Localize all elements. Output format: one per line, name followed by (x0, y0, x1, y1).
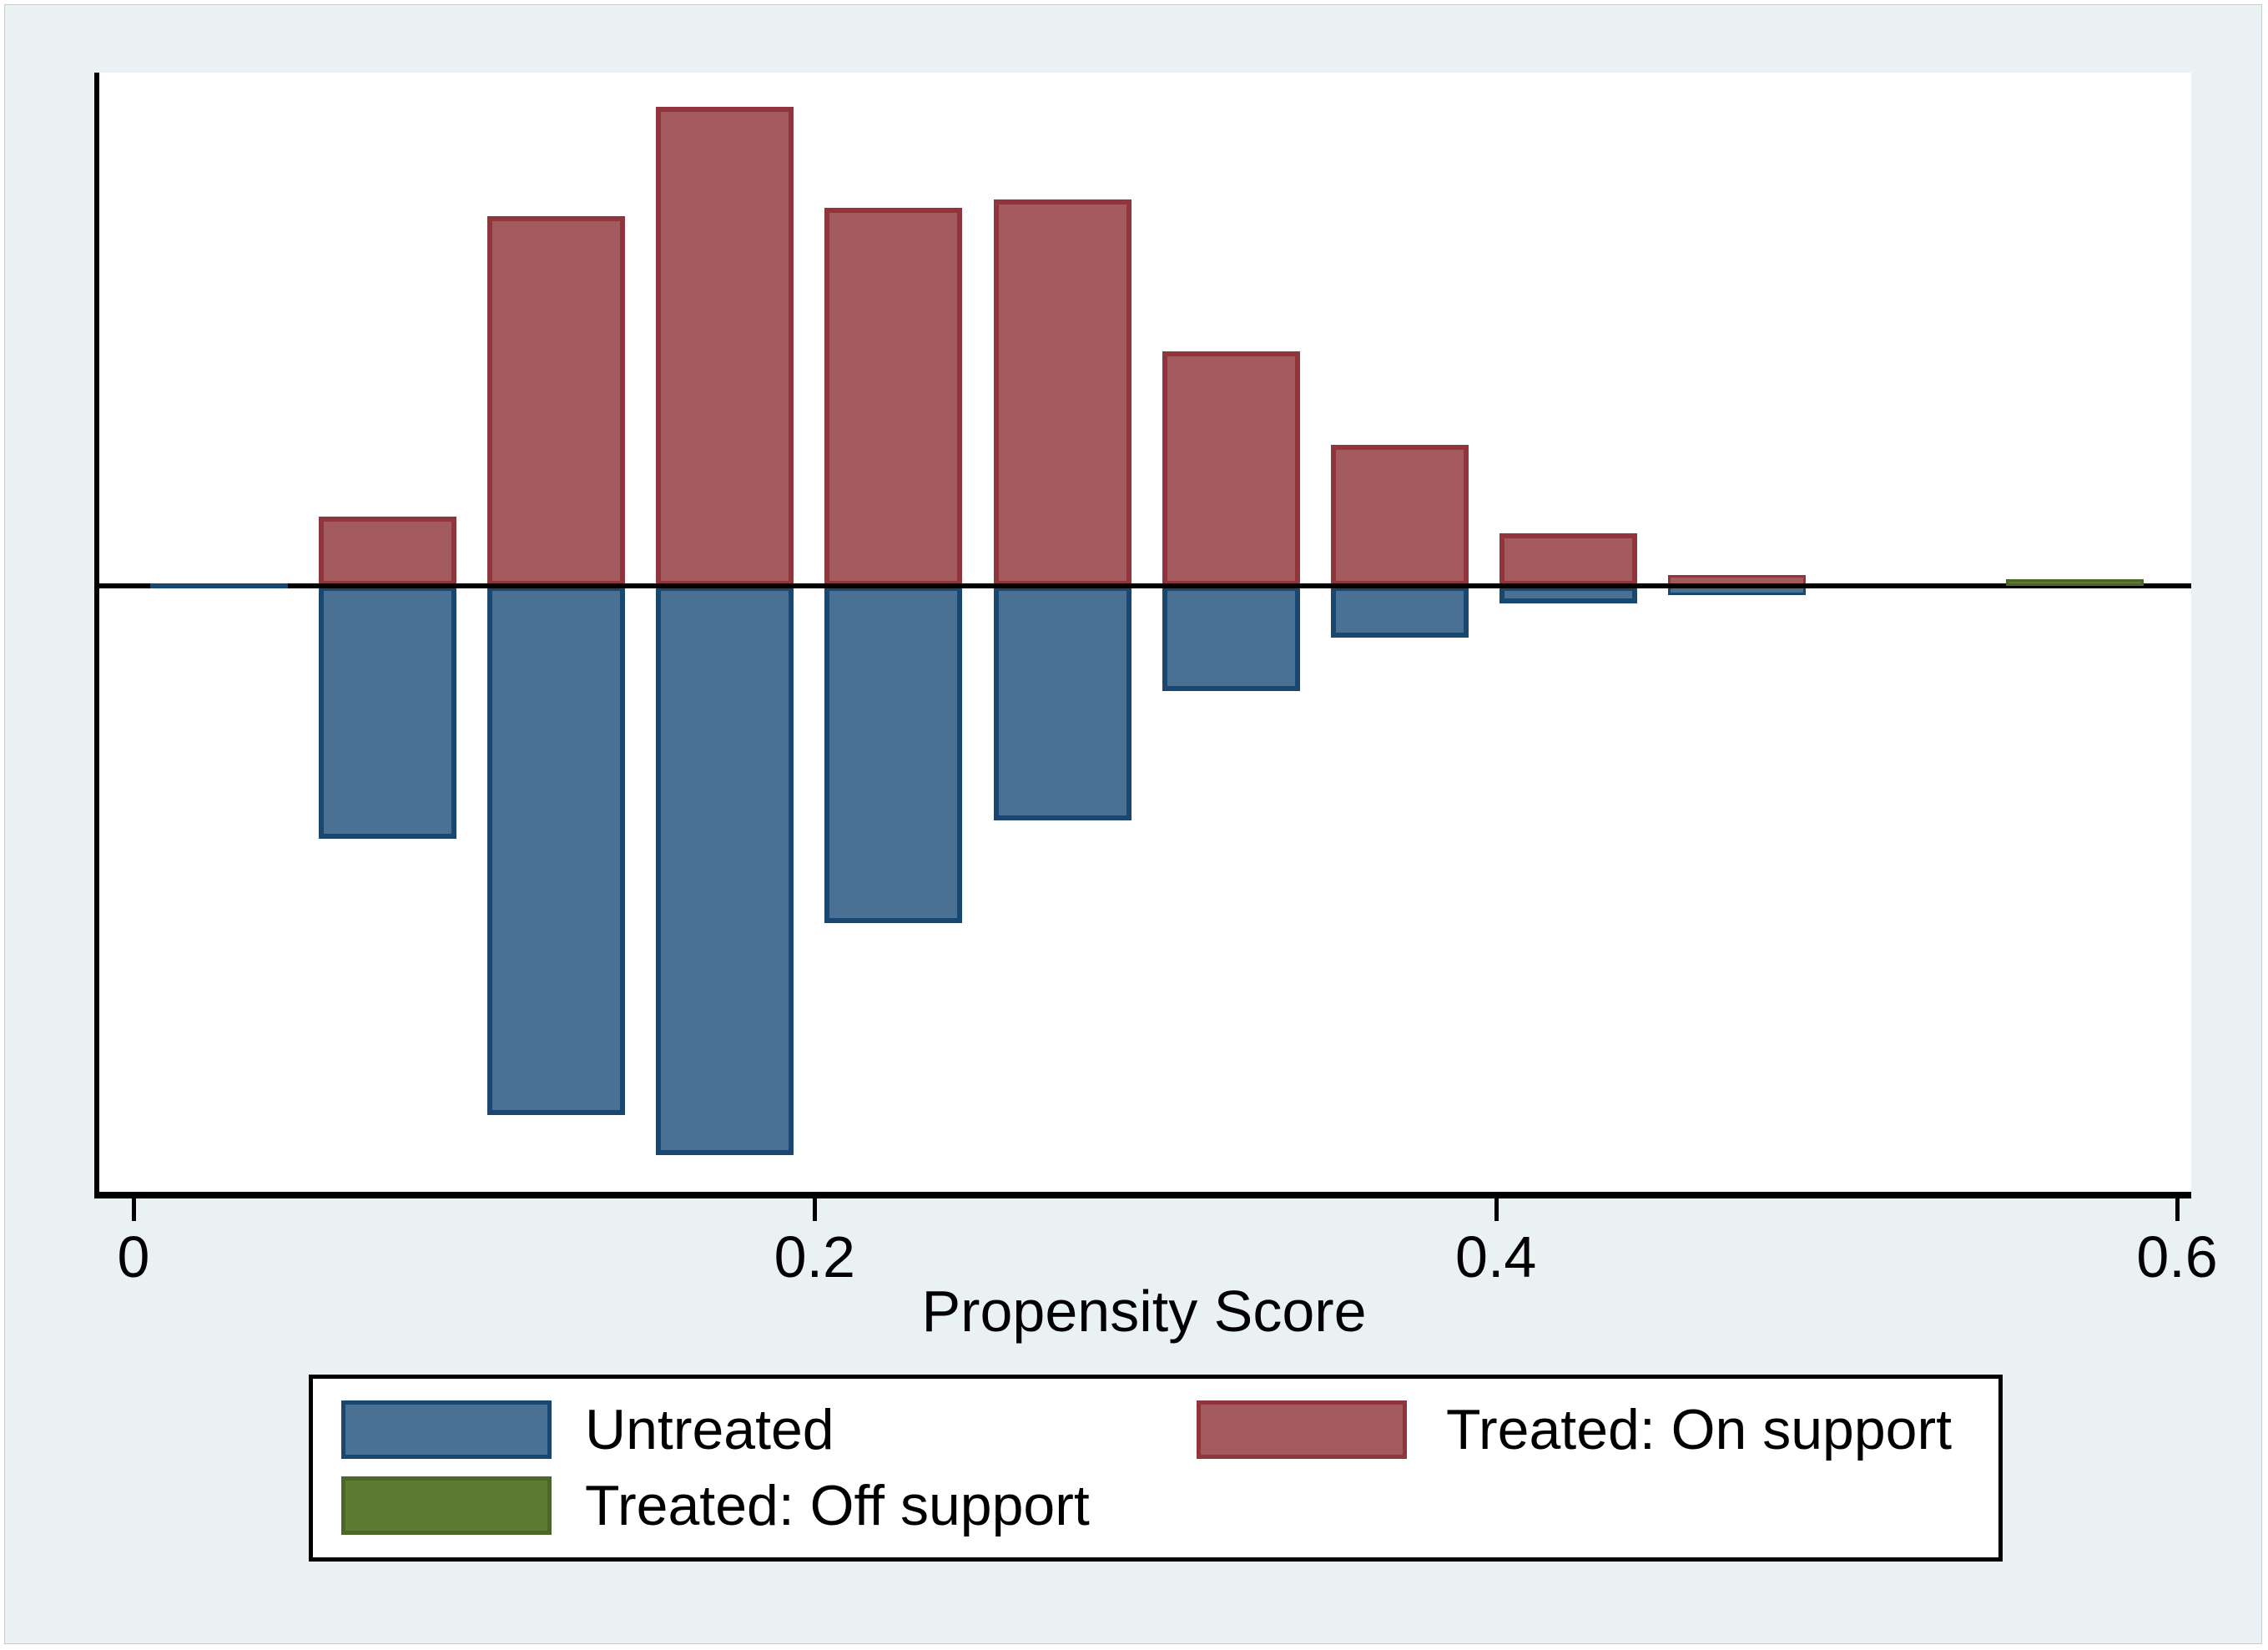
bar-untreated (150, 583, 288, 588)
x-tick-mark (813, 1198, 818, 1221)
bar-untreated (994, 586, 1131, 820)
x-axis-title: Propensity Score (921, 1279, 1367, 1344)
bar-treated-on (824, 208, 962, 586)
x-tick-label: 0.2 (774, 1224, 855, 1289)
zero-baseline (99, 583, 2191, 588)
bar-untreated (656, 586, 794, 1155)
bar-treated-on (1499, 533, 1637, 586)
x-tick-label: 0.6 (2136, 1224, 2218, 1289)
legend-swatch-treated-on (1197, 1400, 1407, 1459)
bar-treated-on (1331, 445, 1469, 586)
graph-panel: 0 0.2 0.4 0.6 Propensity Score Untreated Tr… (4, 4, 2262, 1644)
y-axis-line (94, 73, 99, 1198)
legend-swatch-untreated (341, 1400, 552, 1459)
bar-treated-on (319, 517, 456, 586)
x-tick-mark (2175, 1198, 2180, 1221)
bar-untreated (487, 586, 625, 1115)
x-tick-mark (1494, 1198, 1499, 1221)
bar-treated-on (487, 216, 625, 586)
bar-untreated (824, 586, 962, 923)
x-tick-label: 0 (117, 1224, 150, 1289)
bar-untreated (1331, 586, 1469, 638)
legend-label-treated-on: Treated: On support (1446, 1398, 1953, 1461)
bar-treated-on (1162, 351, 1300, 586)
legend-label-untreated: Untreated (585, 1398, 834, 1461)
legend-swatch-treated-off (341, 1476, 552, 1535)
bar-untreated (1499, 586, 1637, 603)
legend-label-treated-off: Treated: Off support (585, 1474, 1090, 1537)
legend-box: Untreated Treated: On support Treated: O… (309, 1375, 2003, 1562)
bar-treated-on (994, 199, 1131, 586)
bar-treated-off (2006, 579, 2144, 586)
bar-treated-on (656, 107, 794, 586)
x-tick-mark (132, 1198, 136, 1221)
x-tick-label: 0.4 (1455, 1224, 1537, 1289)
bar-untreated (1162, 586, 1300, 691)
bar-untreated (319, 586, 456, 839)
x-axis-line (94, 1192, 2191, 1198)
